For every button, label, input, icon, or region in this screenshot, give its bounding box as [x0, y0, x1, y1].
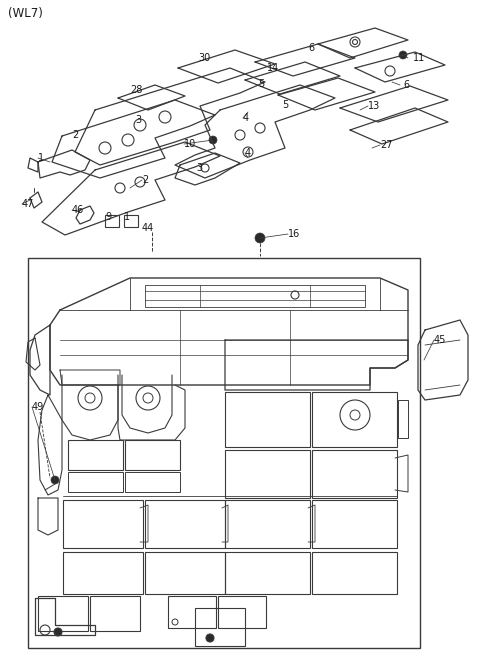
Text: 4: 4 [245, 148, 251, 158]
Bar [312, 500, 397, 548]
Text: 5: 5 [258, 79, 264, 89]
Text: 30: 30 [198, 53, 210, 63]
Text: 46: 46 [72, 205, 84, 215]
Circle shape [399, 51, 407, 59]
Bar [125, 440, 180, 470]
Bar [63, 552, 143, 594]
Text: 28: 28 [130, 85, 143, 95]
Bar [312, 392, 397, 447]
Text: 2: 2 [142, 175, 148, 185]
Bar [145, 500, 225, 548]
Text: 9: 9 [105, 212, 111, 222]
Text: 16: 16 [288, 229, 300, 239]
Bar [312, 552, 397, 594]
Circle shape [51, 476, 59, 484]
Text: 3: 3 [196, 163, 202, 173]
Text: 2: 2 [72, 130, 78, 140]
Text: 13: 13 [368, 101, 380, 111]
Bar [28, 258, 420, 648]
Bar [225, 500, 310, 548]
Text: 6: 6 [308, 43, 314, 53]
Text: 4: 4 [243, 113, 249, 123]
Bar [38, 596, 88, 631]
Bar [125, 472, 180, 492]
Text: 11: 11 [413, 53, 425, 63]
Circle shape [54, 628, 62, 636]
Circle shape [206, 634, 214, 642]
Bar [68, 440, 123, 470]
Text: 45: 45 [434, 335, 446, 345]
Bar [398, 400, 408, 438]
Bar [225, 392, 310, 447]
Bar [195, 608, 245, 646]
Bar [90, 596, 140, 631]
Text: 10: 10 [184, 139, 196, 149]
Bar [63, 500, 143, 548]
Text: 44: 44 [142, 223, 154, 233]
Text: 14: 14 [267, 63, 279, 73]
Bar [312, 450, 397, 498]
Circle shape [255, 233, 265, 243]
Bar [105, 215, 119, 227]
Bar [225, 552, 310, 594]
Text: 5: 5 [282, 100, 288, 110]
Bar [218, 596, 266, 628]
Bar [168, 596, 216, 628]
Bar [68, 472, 123, 492]
Text: (WL7): (WL7) [8, 7, 43, 20]
Text: 27: 27 [380, 140, 393, 150]
Text: 1: 1 [38, 153, 44, 163]
Bar [225, 450, 310, 498]
Text: 47: 47 [22, 199, 35, 209]
Bar [124, 215, 138, 227]
Text: 49: 49 [32, 402, 44, 412]
Bar [145, 285, 365, 307]
Text: 6: 6 [403, 80, 409, 90]
Bar [145, 552, 225, 594]
Circle shape [209, 136, 217, 144]
Text: 1: 1 [124, 212, 130, 222]
Text: 3: 3 [135, 115, 141, 125]
